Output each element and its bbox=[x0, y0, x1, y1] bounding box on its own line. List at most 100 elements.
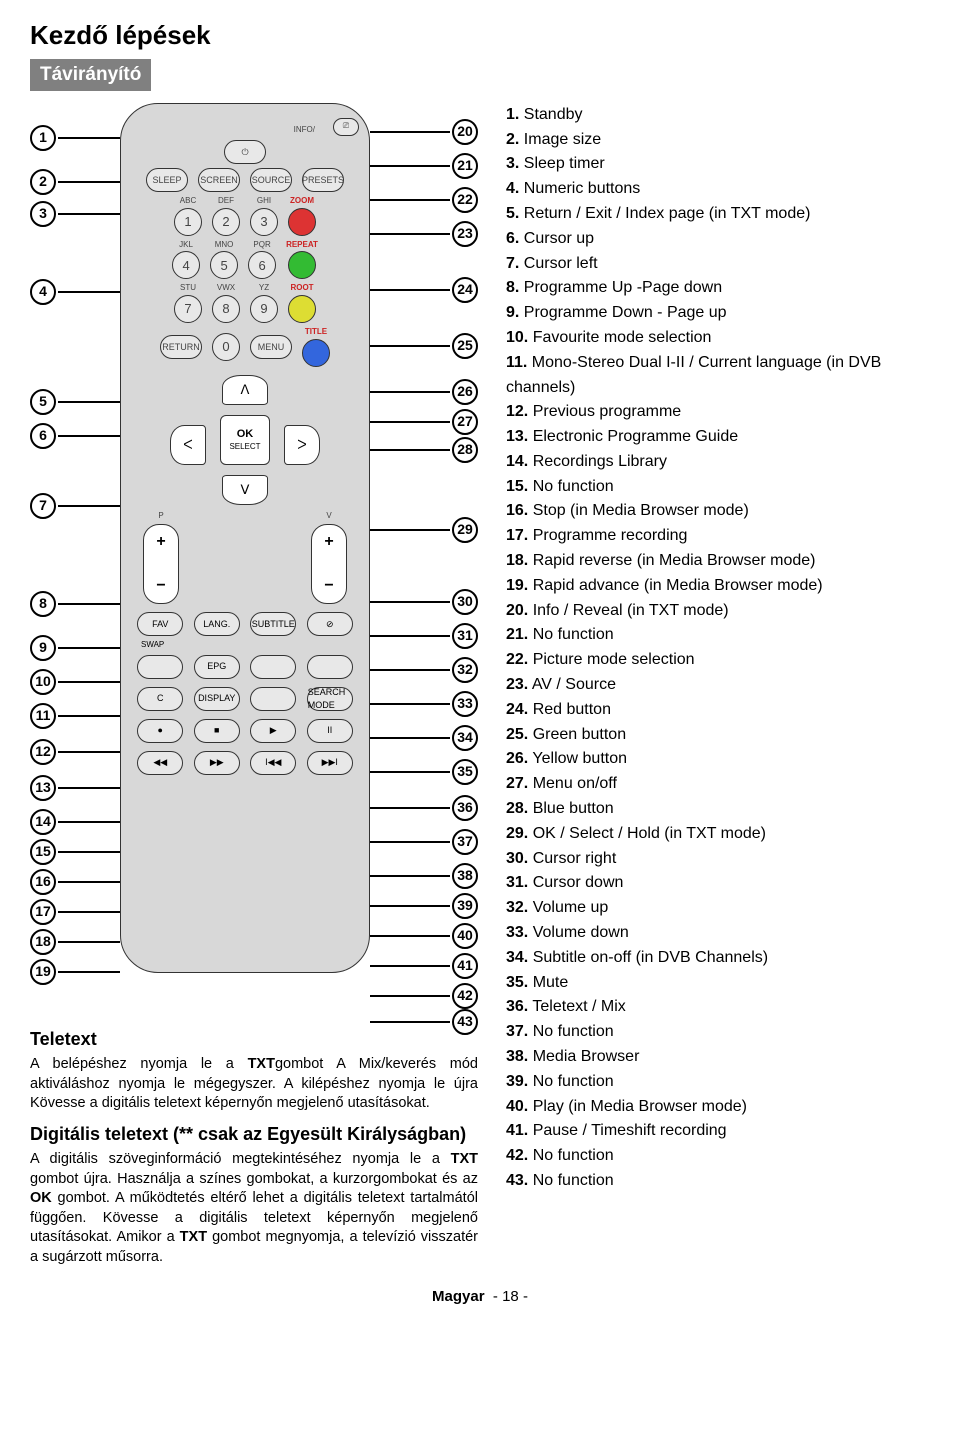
callout-38: 38 bbox=[452, 863, 478, 889]
remote-key[interactable]: ■ bbox=[194, 719, 240, 743]
yel-button[interactable] bbox=[288, 295, 316, 323]
callout-37: 37 bbox=[452, 829, 478, 855]
callout-15: 15 bbox=[30, 839, 56, 865]
key-label: ABC bbox=[180, 196, 196, 207]
callout-11: 11 bbox=[30, 703, 56, 729]
remote-key[interactable] bbox=[250, 687, 296, 711]
cursor-up[interactable]: ᐱ bbox=[222, 375, 268, 405]
function-item: 16. Stop (in Media Browser mode) bbox=[506, 499, 930, 524]
remote-key[interactable]: DISPLAY bbox=[194, 687, 240, 711]
function-item: 40. Play (in Media Browser mode) bbox=[506, 1095, 930, 1120]
callout-40: 40 bbox=[452, 923, 478, 949]
key-2[interactable]: 2 bbox=[212, 208, 240, 236]
key-7[interactable]: 7 bbox=[174, 295, 202, 323]
function-item: 8. Programme Up -Page down bbox=[506, 276, 930, 301]
callout-30: 30 bbox=[452, 589, 478, 615]
remote-key[interactable] bbox=[137, 655, 183, 679]
callout-19: 19 bbox=[30, 959, 56, 985]
callout-42: 42 bbox=[452, 983, 478, 1009]
remote-key[interactable]: ▶▶ bbox=[194, 751, 240, 775]
remote-body: INFO/ ⎚ ⏻ SLEEPSCREENSOURCEPRESETS ABC1D… bbox=[120, 103, 370, 973]
remote-key[interactable]: ▶ bbox=[250, 719, 296, 743]
function-item: 36. Teletext / Mix bbox=[506, 995, 930, 1020]
remote-key[interactable]: EPG bbox=[194, 655, 240, 679]
callout-8: 8 bbox=[30, 591, 56, 617]
remote-key[interactable]: LANG. bbox=[194, 612, 240, 636]
key-1[interactable]: 1 bbox=[174, 208, 202, 236]
callout-20: 20 bbox=[452, 119, 478, 145]
section-subtitle: Távirányító bbox=[30, 59, 151, 91]
function-item: 17. Programme recording bbox=[506, 524, 930, 549]
source-button[interactable]: SOURCE bbox=[250, 168, 292, 192]
function-item: 26. Yellow button bbox=[506, 747, 930, 772]
function-item: 27. Menu on/off bbox=[506, 772, 930, 797]
screen-button[interactable]: SCREEN bbox=[198, 168, 240, 192]
color-label: REPEAT bbox=[286, 240, 318, 251]
cursor-down[interactable]: ᐯ bbox=[222, 475, 268, 505]
key-9[interactable]: 9 bbox=[250, 295, 278, 323]
remote-key[interactable]: ⊘ bbox=[307, 612, 353, 636]
key-label: YZ bbox=[259, 283, 269, 294]
remote-key[interactable]: SEARCH MODE bbox=[307, 687, 353, 711]
sleep-button[interactable]: SLEEP bbox=[146, 168, 188, 192]
callout-17: 17 bbox=[30, 899, 56, 925]
key-4[interactable]: 4 bbox=[172, 251, 200, 279]
function-item: 42. No function bbox=[506, 1144, 930, 1169]
remote-key[interactable]: ◀◀ bbox=[137, 751, 183, 775]
key-8[interactable]: 8 bbox=[212, 295, 240, 323]
key-6[interactable]: 6 bbox=[248, 251, 276, 279]
function-item: 14. Recordings Library bbox=[506, 450, 930, 475]
function-item: 31. Cursor down bbox=[506, 871, 930, 896]
nav-pad: ᐱ ᐯ ᐸ ᐳ OK SELECT bbox=[170, 375, 320, 505]
callout-13: 13 bbox=[30, 775, 56, 801]
remote-key[interactable]: FAV bbox=[137, 612, 183, 636]
function-item: 18. Rapid reverse (in Media Browser mode… bbox=[506, 549, 930, 574]
programme-rocker[interactable]: +− bbox=[143, 524, 179, 604]
key-label: GHI bbox=[257, 196, 271, 207]
ok-button[interactable]: OK SELECT bbox=[220, 415, 270, 465]
key-3[interactable]: 3 bbox=[250, 208, 278, 236]
function-item: 12. Previous programme bbox=[506, 400, 930, 425]
function-item: 20. Info / Reveal (in TXT mode) bbox=[506, 599, 930, 624]
remote-key[interactable] bbox=[307, 655, 353, 679]
function-item: 24. Red button bbox=[506, 698, 930, 723]
remote-key[interactable]: ● bbox=[137, 719, 183, 743]
red-button[interactable] bbox=[288, 208, 316, 236]
key-label: DEF bbox=[218, 196, 234, 207]
return-button[interactable]: RETURN bbox=[160, 335, 202, 359]
function-item: 10. Favourite mode selection bbox=[506, 326, 930, 351]
power-button[interactable]: ⏻ bbox=[224, 140, 266, 164]
key-label: MNO bbox=[215, 240, 234, 251]
p-label: P bbox=[158, 511, 163, 522]
v-label: V bbox=[326, 511, 331, 522]
function-item: 43. No function bbox=[506, 1169, 930, 1194]
key-5[interactable]: 5 bbox=[210, 251, 238, 279]
blue-button[interactable] bbox=[302, 339, 330, 367]
function-item: 4. Numeric buttons bbox=[506, 177, 930, 202]
callout-29: 29 bbox=[452, 517, 478, 543]
callout-9: 9 bbox=[30, 635, 56, 661]
volume-rocker[interactable]: +− bbox=[311, 524, 347, 604]
callout-35: 35 bbox=[452, 759, 478, 785]
cursor-left[interactable]: ᐸ bbox=[170, 425, 206, 465]
remote-key[interactable]: ▶▶I bbox=[307, 751, 353, 775]
callout-10: 10 bbox=[30, 669, 56, 695]
remote-key[interactable]: II bbox=[307, 719, 353, 743]
cursor-right[interactable]: ᐳ bbox=[284, 425, 320, 465]
teletext-p2: A digitális szöveginformáció megtekintés… bbox=[30, 1150, 478, 1267]
function-item: 3. Sleep timer bbox=[506, 152, 930, 177]
callout-28: 28 bbox=[452, 437, 478, 463]
key-label: VWX bbox=[217, 283, 235, 294]
remote-key[interactable] bbox=[250, 655, 296, 679]
info-label: INFO/ bbox=[294, 125, 315, 136]
key-0[interactable]: 0 bbox=[212, 333, 240, 361]
menu-button[interactable]: MENU bbox=[250, 335, 292, 359]
remote-key[interactable]: SUBTITLE bbox=[250, 612, 296, 636]
callout-31: 31 bbox=[452, 623, 478, 649]
function-item: 37. No function bbox=[506, 1020, 930, 1045]
presets-button[interactable]: PRESETS bbox=[302, 168, 344, 192]
grn-button[interactable] bbox=[288, 251, 316, 279]
callout-2: 2 bbox=[30, 169, 56, 195]
remote-key[interactable]: C bbox=[137, 687, 183, 711]
remote-key[interactable]: I◀◀ bbox=[250, 751, 296, 775]
